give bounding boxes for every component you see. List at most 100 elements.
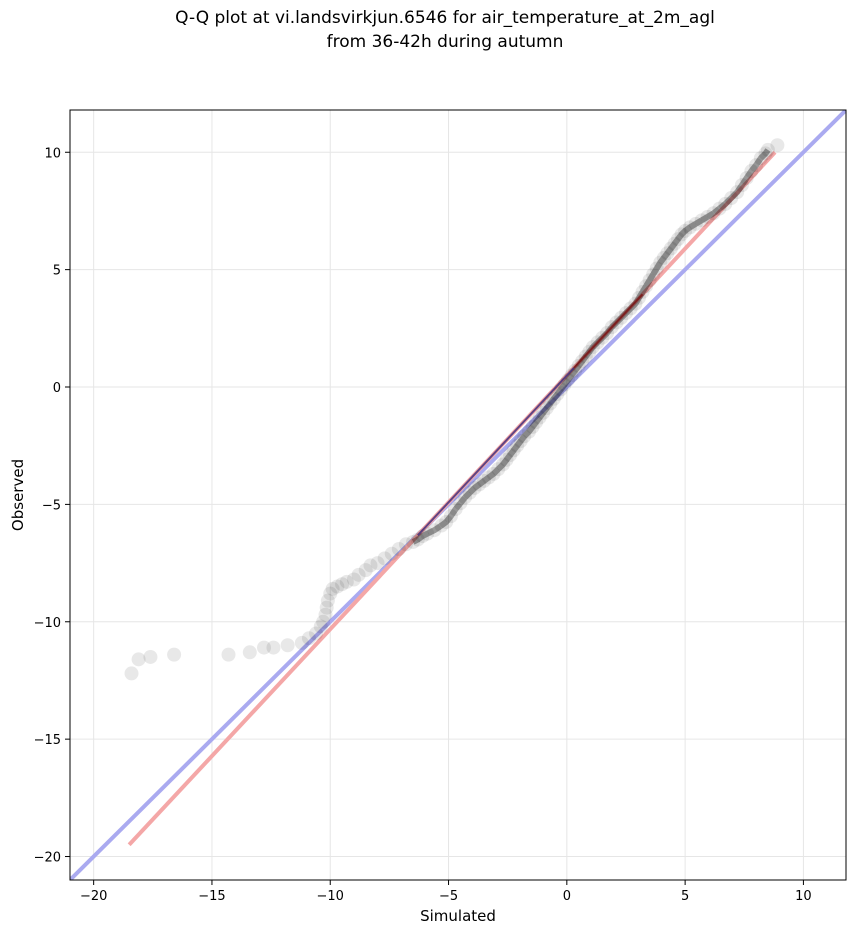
qq-point [730, 185, 745, 200]
y-axis-label: Observed [9, 459, 27, 531]
qq-point [700, 209, 715, 224]
qq-point [646, 267, 661, 282]
qq-point [481, 470, 496, 485]
qq-point [532, 410, 547, 425]
qq-point [453, 496, 468, 511]
qq-point [678, 223, 693, 238]
qq-point [266, 640, 281, 655]
qq-point [506, 443, 521, 458]
qq-point [221, 647, 236, 662]
qq-point [439, 514, 454, 529]
qq-point [667, 236, 682, 251]
qq-point [529, 415, 544, 430]
y-tick-label: −15 [34, 733, 61, 748]
qq-point [718, 196, 733, 211]
reference-lines [70, 110, 846, 880]
plot-frame [69, 109, 847, 881]
qq-point [467, 480, 482, 495]
qq-point [635, 284, 650, 299]
qq-point [318, 607, 333, 622]
qq-point [335, 577, 350, 592]
qq-point [495, 457, 510, 472]
x-tick-label: −10 [317, 889, 344, 904]
qq-point [571, 358, 586, 373]
qq-point [724, 191, 739, 206]
line-overlay [411, 148, 771, 545]
chart-title: Q-Q plot at vi.landsvirkjun.6546 for air… [0, 6, 854, 54]
qq-point [319, 600, 334, 615]
qq-point [143, 649, 158, 664]
qq-point [663, 241, 678, 256]
qq-point [131, 652, 146, 667]
qq-point [760, 142, 775, 157]
qq-point [458, 490, 473, 505]
overlap-segment-purple [417, 367, 575, 536]
qq-point [477, 473, 492, 488]
chart-title-line-2: from 36-42h during autumn [326, 32, 564, 52]
qq-point [653, 255, 668, 270]
qq-point [628, 296, 643, 311]
qq-point [313, 619, 328, 634]
qq-point [499, 452, 514, 467]
qq-point [739, 171, 754, 186]
ticks: −20 −15 −10 −5 0 5 10 −20 −15 −10 −5 0 5 10 [34, 146, 812, 904]
qq-point [539, 401, 554, 416]
y-tick-label: 0 [53, 381, 61, 396]
qq-point [363, 558, 378, 573]
qq-point [575, 354, 590, 369]
overlap-segment-red [573, 293, 644, 369]
grid [70, 110, 846, 880]
qq-point [521, 424, 536, 439]
x-tick-label: 10 [795, 889, 812, 904]
qq-point [712, 201, 727, 216]
qq-point [294, 635, 309, 650]
x-tick-label: 5 [681, 889, 689, 904]
qq-point [351, 567, 366, 582]
y-tick-label: 5 [53, 264, 61, 279]
qq-point [639, 279, 654, 294]
qq-point [330, 579, 345, 594]
qq-point [325, 581, 340, 596]
qq-point [377, 551, 392, 566]
qq-point [749, 158, 764, 173]
qq-point [323, 586, 338, 601]
qq-point [472, 477, 487, 492]
qq-point [320, 593, 335, 608]
qq-point [510, 438, 525, 453]
qq-point [546, 391, 561, 406]
qq-point [642, 273, 657, 288]
qq-point [758, 146, 773, 161]
qq-point [564, 368, 579, 383]
x-tick-label: 0 [563, 889, 571, 904]
qq-point [660, 246, 675, 261]
qq-point [513, 434, 528, 449]
qq-point [384, 546, 399, 561]
qq-point [543, 396, 558, 411]
qq-point [443, 509, 458, 524]
qq-point [124, 666, 139, 681]
qq-point [339, 574, 354, 589]
qq-point [671, 232, 686, 247]
qq-point [688, 216, 703, 231]
qq-point [706, 206, 721, 221]
qq-point [242, 645, 257, 660]
qq-point [656, 250, 671, 265]
qq-point [406, 534, 421, 549]
qq-point [257, 640, 271, 655]
qq-point [561, 372, 576, 387]
x-axis-label: Simulated [420, 907, 496, 925]
qq-point [410, 532, 425, 547]
qq-point [568, 363, 583, 378]
qq-point [398, 537, 413, 552]
qq-point [517, 429, 532, 444]
qq-point [486, 466, 501, 481]
qq-point [649, 261, 664, 276]
chart-title-line-1: Q-Q plot at vi.landsvirkjun.6546 for air… [175, 8, 715, 28]
qq-point [753, 151, 768, 166]
qq-point [491, 462, 506, 477]
qq-point [427, 523, 442, 538]
qq-point [770, 138, 785, 153]
qq-point [734, 178, 749, 193]
qq-point [448, 502, 463, 517]
